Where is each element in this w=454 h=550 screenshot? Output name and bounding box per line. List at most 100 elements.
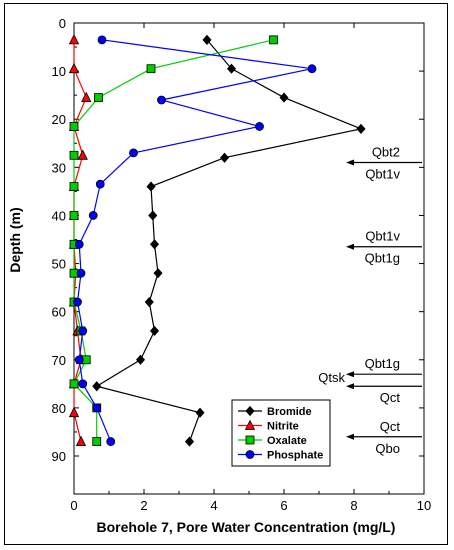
phosphate-point [106,437,116,446]
bromide-point [219,152,230,163]
y-tick-label: 70 [52,353,66,368]
phosphate-point [78,326,88,336]
bromide-point [92,381,102,392]
phosphate-line [76,39,313,442]
y-tick-label: 20 [52,112,66,127]
contact-label-below: Qbt1g [365,251,400,266]
phosphate-point [92,403,102,413]
contact-label-below: Qtsk [318,370,345,385]
contact-annotation: Qct Qbo [346,419,422,456]
legend-marker [245,435,255,445]
bromide-point [279,92,289,103]
contact-arrow-head [346,159,354,166]
legend-label: Bromide [267,406,312,418]
contact-label-below: Qbo [375,441,400,456]
annotations: Qbt2Qbt1vQbt1vQbt1gQbt1gQtskQtskQctQctQb… [318,145,422,456]
oxalate-point [94,93,103,102]
oxalate-point [269,35,278,45]
x-tick-label: 0 [70,498,77,513]
bromide-point [144,296,154,308]
contact-arrow-head [346,433,354,440]
y-tick-label: 0 [59,16,66,31]
legend-marker [244,419,256,430]
y-tick-label: 80 [52,401,66,416]
nitrite-point [68,62,80,74]
oxalate-point [69,122,79,131]
contact-label-above: Qbt1g [365,356,400,371]
oxalate-point [69,150,79,160]
nitrite-point [77,149,88,160]
y-tick-label: 90 [52,449,66,464]
contact-label-above: Qbt2 [372,145,400,160]
phosphate-point [95,179,105,189]
bromide-point [184,436,195,447]
phosphate-point [307,64,317,74]
oxalate-point [92,437,102,446]
x-tick-label: 8 [350,498,357,513]
contact-label-above: Qct [380,419,401,434]
contact-annotation: Qbt1g Qtsk [318,356,422,385]
legend-item-nitrite: Nitrite [238,419,299,433]
y-tick-label: 50 [52,257,66,272]
oxalate-point [69,211,79,220]
phosphate-point [129,148,138,158]
contact-arrow-head [346,371,354,378]
y-tick-label: 30 [52,160,66,175]
nitrite-point [81,91,92,102]
y-tick-label: 60 [52,305,66,320]
legend-marker [245,405,255,417]
series-bromide [92,34,366,447]
legend-label: Phosphate [267,450,323,462]
legend-marker [245,450,255,459]
y-axis-label: Depth (m) [7,207,23,272]
bromide-point [195,407,205,418]
bromide-point [135,354,146,365]
bromide-point [356,123,366,134]
bromide-point [146,181,156,192]
series-layer [68,33,366,447]
phosphate-point [73,297,82,307]
contact-label-below: Qct [380,390,401,405]
phosphate-point [157,95,166,105]
contact-label-below: Qbt1v [365,167,400,182]
bromide-point [148,210,158,221]
x-tick-label: 4 [210,498,217,513]
bromide-point [202,34,212,45]
legend: Bromide Nitrite Oxalate Phosphate [231,399,331,467]
x-tick-label: 2 [140,498,147,513]
phosphate-point [76,268,86,278]
bromide-point [149,239,160,250]
nitrite-point [68,406,80,418]
series-phosphate [73,35,317,446]
contact-label-above: Qbt1v [365,229,400,244]
legend-label: Oxalate [267,435,307,447]
phosphate-point [97,35,107,45]
oxalate-point [69,379,79,389]
legend-item-bromide: Bromide [238,405,312,418]
contact-annotation: Qbt2 Qbt1v [346,145,422,182]
nitrite-point [75,435,87,446]
legend-item-oxalate: Oxalate [238,435,307,447]
x-tick-label: 6 [280,498,287,513]
bromide-point [226,63,237,74]
phosphate-point [255,122,264,131]
contact-arrow-head [346,383,354,390]
legend-label: Nitrite [267,421,299,433]
legend-item-phosphate: Phosphate [238,450,323,462]
contact-annotation: Qbt1v Qbt1g [346,229,422,266]
bromide-point [153,268,163,279]
phosphate-point [74,355,84,365]
bromide-point [149,325,160,337]
oxalate-point [146,64,156,74]
oxalate-point [69,182,79,191]
nitrite-point [68,33,80,45]
contact-arrow-head [346,243,354,250]
y-tick-label: 40 [52,208,66,223]
y-tick-label: 10 [52,64,66,79]
phosphate-point [78,379,88,389]
phosphate-point [88,211,98,220]
x-tick-label: 10 [417,498,431,513]
phosphate-point [74,239,84,249]
